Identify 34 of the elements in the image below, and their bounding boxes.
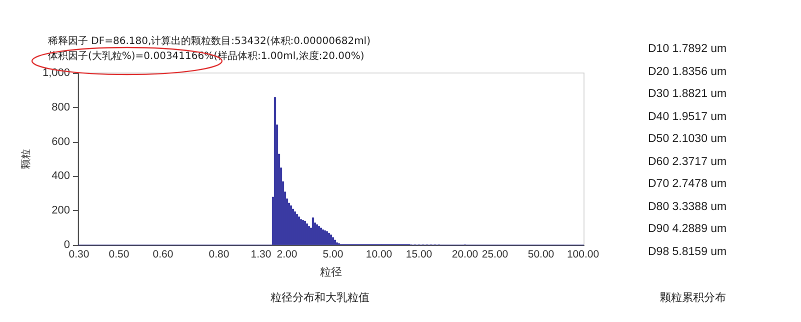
x-tick-label: 25.00 xyxy=(482,248,508,260)
text: D10 1.7892 um xyxy=(648,43,727,55)
text: D20 1.8356 um xyxy=(648,66,727,78)
x-axis-title: 粒径 xyxy=(320,266,342,278)
x-tick-label: 50.00 xyxy=(528,248,554,260)
y-tick-label: 600 xyxy=(52,136,70,148)
text: D30 1.8821 um xyxy=(648,88,727,100)
x-tick-label: 10.00 xyxy=(366,248,392,260)
x-tick-label: 15.00 xyxy=(406,248,432,260)
x-tick-label: 0.80 xyxy=(208,248,230,260)
x-tick-label: 2.00 xyxy=(276,248,298,260)
text: 粒径分布和大乳粒值 xyxy=(270,290,370,305)
x-tick-label: 5.00 xyxy=(322,248,344,260)
y-tick-label: 400 xyxy=(52,170,70,182)
y-tick-label: 0 xyxy=(64,239,70,251)
x-tick-label: 0.50 xyxy=(108,248,130,260)
y-axis-title: 颗粒 xyxy=(21,149,32,169)
y-tick-label: 200 xyxy=(52,204,70,217)
x-tick-label: 20.00 xyxy=(452,248,478,260)
text: D40 1.9517 um xyxy=(648,110,727,122)
text: D60 2.3717 um xyxy=(648,156,727,168)
y-tick-label: 800 xyxy=(52,101,70,114)
text: D70 2.7478 um xyxy=(648,178,727,190)
text: D90 4.2889 um xyxy=(648,223,727,235)
text: D50 2.1030 um xyxy=(648,133,727,145)
chart-subtitle: 体积因子(大乳粒%)=0.00341166%(样品体积:1.00ml,浓度:20.00%) xyxy=(48,50,364,63)
chart-title: 稀释因子 DF=86.180,计算出的颗粒数目:53432(体积:0.00000682ml) xyxy=(48,34,370,48)
x-tick-label: 1.30 xyxy=(250,248,272,260)
x-tick-label: 100.00 xyxy=(566,248,600,260)
x-tick-label: 0.60 xyxy=(152,248,174,260)
x-tick-label: 0.30 xyxy=(68,248,90,260)
text: 颗粒累积分布 xyxy=(660,290,726,305)
text: D80 3.3388 um xyxy=(648,200,727,212)
text: D98 5.8159 um xyxy=(648,246,727,258)
